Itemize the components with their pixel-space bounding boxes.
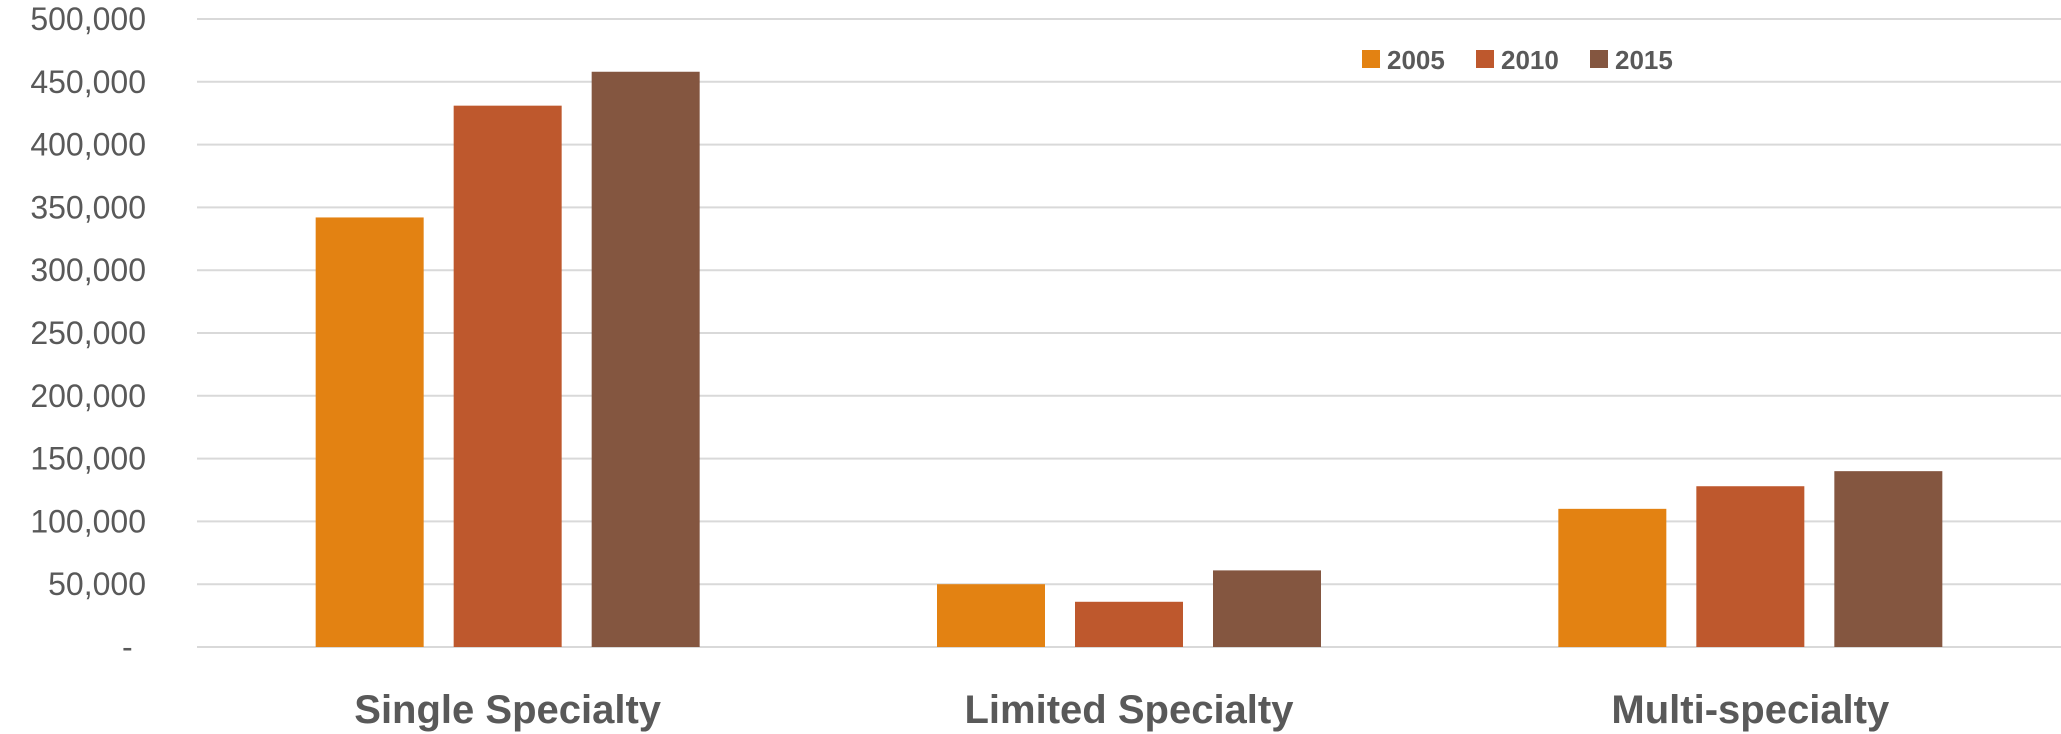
y-tick-label: - (122, 629, 133, 665)
y-tick-label: 350,000 (30, 189, 146, 225)
legend-label: 2015 (1615, 45, 1673, 75)
y-tick-label: 450,000 (30, 64, 146, 100)
y-tick-label: 250,000 (30, 315, 146, 351)
legend-swatch (1590, 50, 1608, 68)
bar-2005-2 (1558, 508, 1667, 647)
y-tick-label: 150,000 (30, 441, 146, 477)
y-tick-label: 100,000 (30, 503, 146, 539)
legend-label: 2010 (1501, 45, 1559, 75)
y-tick-label: 300,000 (30, 252, 146, 288)
bar-2010-0 (453, 105, 562, 647)
bar-2010-2 (1696, 486, 1805, 647)
y-axis-tick-labels: - 50,000 100,000 150,000 200,000 250,000 300,0… (30, 1, 146, 665)
bar-2005-0 (315, 217, 424, 647)
legend-label: 2005 (1387, 45, 1445, 75)
y-tick-label: 200,000 (30, 378, 146, 414)
y-tick-label: 50,000 (48, 566, 146, 602)
legend: 2005 2010 2015 (1362, 45, 1673, 75)
category-label: Single Specialty (354, 688, 662, 732)
category-label: Multi-specialty (1611, 688, 1890, 732)
legend-swatch (1362, 50, 1380, 68)
y-tick-label: 500,000 (30, 1, 146, 37)
bar-2015-0 (591, 71, 700, 647)
category-labels: Single Specialty Limited Specialty Multi-s… (354, 688, 1890, 732)
y-tick-label: 400,000 (30, 127, 146, 163)
bars (315, 71, 1943, 647)
bar-2015-2 (1834, 471, 1943, 647)
legend-swatch (1476, 50, 1494, 68)
bar-2015-1 (1213, 570, 1321, 647)
category-label: Limited Specialty (965, 688, 1295, 732)
bar-2010-1 (1075, 601, 1183, 647)
bar-2005-1 (937, 584, 1045, 647)
